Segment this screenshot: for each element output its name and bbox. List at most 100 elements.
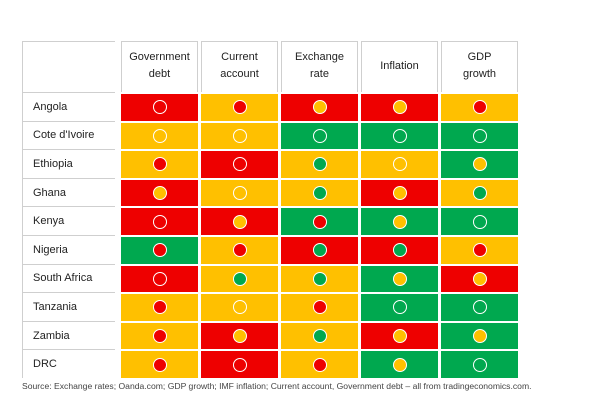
rating-dot-icon [472, 271, 487, 286]
rating-dot-icon [232, 243, 247, 258]
rating-dot-icon [392, 186, 407, 201]
rating-cell [441, 149, 518, 178]
rating-cell [201, 177, 278, 207]
row-label: South Africa [22, 263, 115, 293]
rating-cell [281, 177, 358, 207]
rating-dot-icon [472, 157, 487, 172]
rating-dot-icon [152, 300, 167, 315]
rating-cell [441, 349, 518, 378]
rating-dot-icon [312, 214, 327, 229]
row-label: Kenya [22, 206, 115, 235]
rating-cell [121, 92, 198, 121]
rating-cell [201, 92, 278, 121]
rating-dot-icon [152, 100, 167, 115]
rating-cell [361, 92, 438, 121]
rating-cell [361, 349, 438, 378]
rating-dot-icon [312, 329, 327, 344]
rating-dot-icon [312, 357, 327, 372]
rating-dot-icon [392, 243, 407, 258]
rating-cell [441, 263, 518, 293]
rating-cell [201, 206, 278, 235]
rating-cell [441, 92, 518, 121]
rating-cell [281, 120, 358, 150]
rating-dot-icon [312, 157, 327, 172]
rating-cell [201, 263, 278, 293]
rating-cell [121, 206, 198, 235]
rating-dot-icon [392, 300, 407, 315]
rating-dot-icon [232, 157, 247, 172]
column-header: Current account [201, 41, 278, 92]
rating-dot-icon [232, 214, 247, 229]
rating-cell [121, 177, 198, 207]
rating-cell [441, 120, 518, 150]
column-header: Government debt [121, 41, 198, 92]
rating-dot-icon [472, 357, 487, 372]
row-label: Zambia [22, 320, 115, 350]
rating-cell [281, 206, 358, 235]
rating-dot-icon [232, 357, 247, 372]
rating-cell [281, 234, 358, 264]
rating-cell [281, 92, 358, 121]
rating-dot-icon [392, 329, 407, 344]
rating-cell [361, 177, 438, 207]
rating-cell [201, 149, 278, 178]
rating-dot-icon [152, 271, 167, 286]
rating-dot-icon [312, 243, 327, 258]
rating-dot-icon [312, 128, 327, 143]
rating-cell [441, 234, 518, 264]
rating-dot-icon [232, 271, 247, 286]
rating-cell [201, 320, 278, 350]
rating-cell [201, 349, 278, 378]
rating-cell [361, 320, 438, 350]
rating-cell [281, 320, 358, 350]
rating-dot-icon [232, 329, 247, 344]
rating-cell [441, 292, 518, 321]
rating-dot-icon [472, 300, 487, 315]
risk-heatmap-table: Government debt Current account Exchange r… [22, 41, 518, 378]
rating-cell [441, 177, 518, 207]
row-label: Ghana [22, 177, 115, 207]
rating-dot-icon [152, 214, 167, 229]
row-label: Tanzania [22, 292, 115, 321]
rating-cell [281, 263, 358, 293]
rating-cell [121, 349, 198, 378]
rating-dot-icon [232, 100, 247, 115]
source-note: Source: Exchange rates; Oanda.com; GDP g… [22, 381, 532, 391]
row-label: Ethiopia [22, 149, 115, 178]
rating-dot-icon [472, 329, 487, 344]
rating-dot-icon [152, 128, 167, 143]
rating-dot-icon [472, 100, 487, 115]
rating-dot-icon [152, 243, 167, 258]
rating-cell [281, 349, 358, 378]
rating-cell [441, 206, 518, 235]
rating-dot-icon [392, 100, 407, 115]
rating-cell [361, 234, 438, 264]
rating-dot-icon [392, 357, 407, 372]
rating-dot-icon [392, 214, 407, 229]
rating-dot-icon [152, 157, 167, 172]
rating-dot-icon [312, 300, 327, 315]
rating-cell [121, 320, 198, 350]
rating-cell [361, 292, 438, 321]
rating-dot-icon [472, 243, 487, 258]
rating-cell [121, 263, 198, 293]
header-corner [22, 41, 115, 92]
rating-cell [201, 292, 278, 321]
rating-dot-icon [312, 186, 327, 201]
rating-dot-icon [232, 186, 247, 201]
column-header: Exchange rate [281, 41, 358, 92]
rating-dot-icon [392, 128, 407, 143]
row-label: Nigeria [22, 234, 115, 264]
rating-cell [441, 320, 518, 350]
rating-cell [121, 292, 198, 321]
row-label: DRC [22, 349, 115, 378]
rating-cell [281, 149, 358, 178]
rating-dot-icon [232, 128, 247, 143]
rating-dot-icon [472, 214, 487, 229]
rating-dot-icon [392, 271, 407, 286]
rating-cell [121, 149, 198, 178]
rating-cell [361, 120, 438, 150]
rating-cell [361, 263, 438, 293]
rating-dot-icon [152, 329, 167, 344]
rating-cell [361, 206, 438, 235]
